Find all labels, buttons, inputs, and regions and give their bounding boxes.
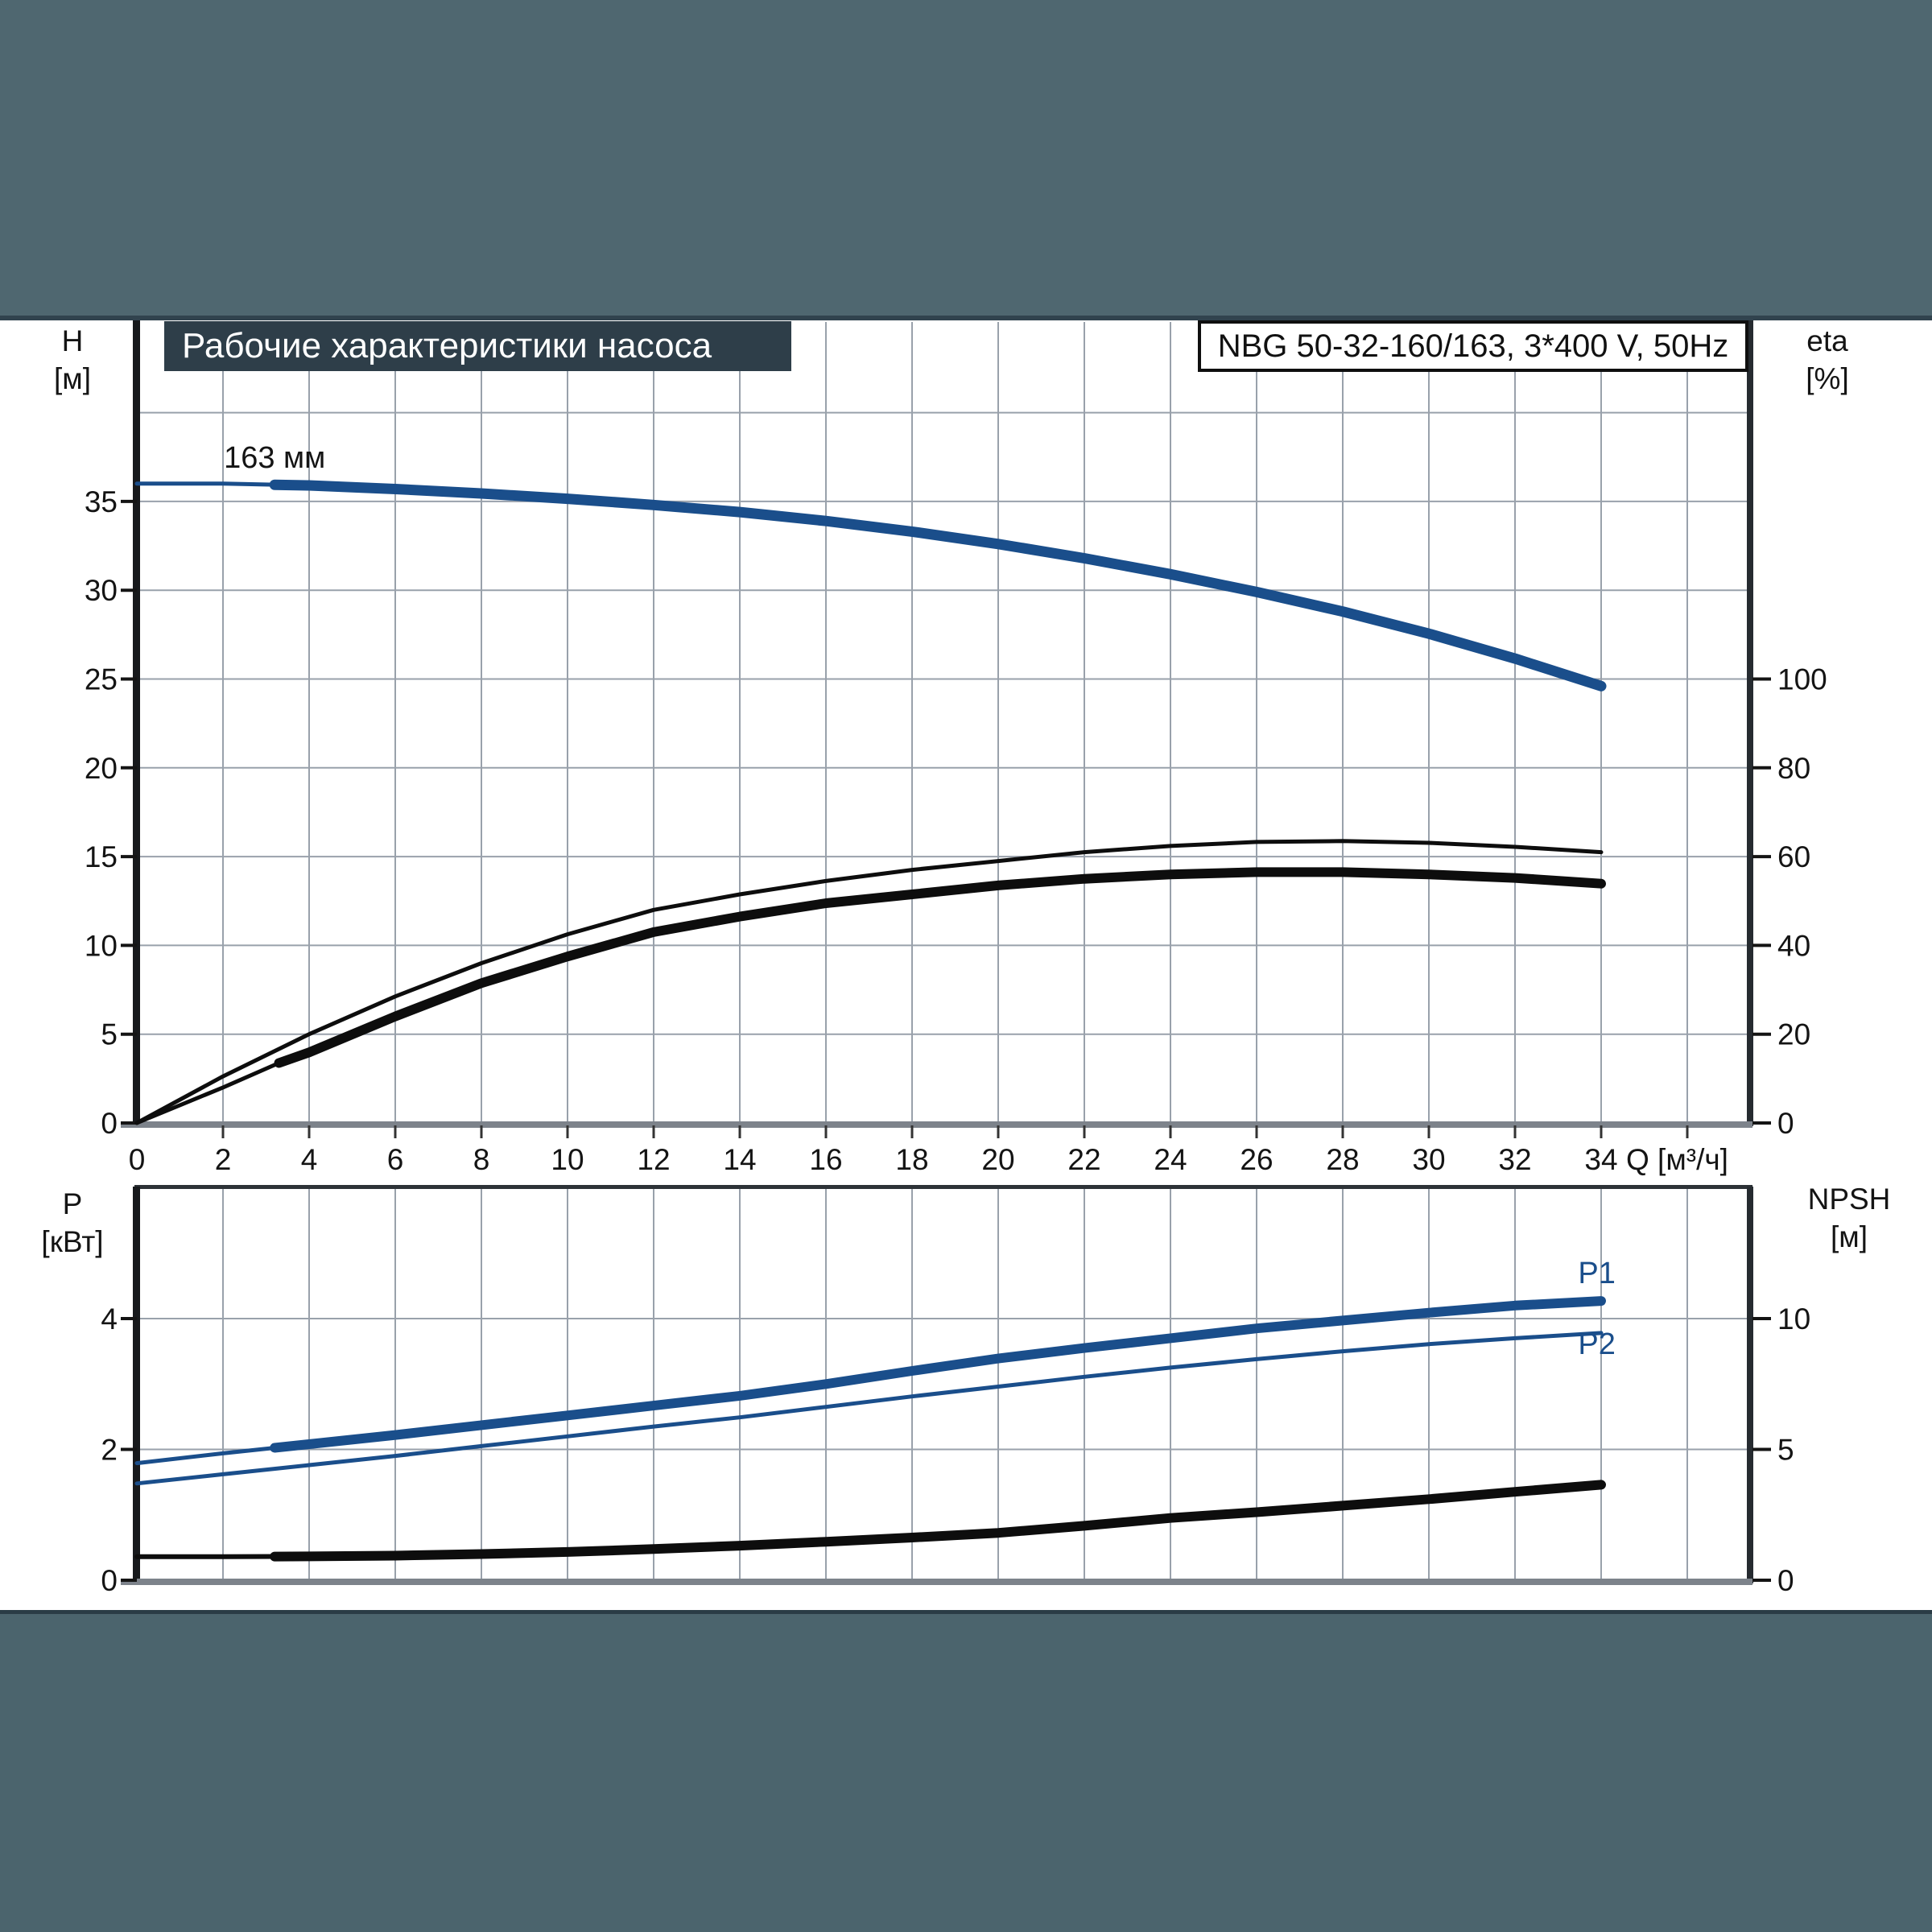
svg-text:8: 8 xyxy=(473,1143,490,1176)
p-axis-symbol: P xyxy=(62,1187,83,1220)
npsh-axis-unit-label: NPSH [м] xyxy=(1789,1180,1909,1256)
svg-text:20: 20 xyxy=(981,1143,1014,1176)
svg-text:0: 0 xyxy=(1777,1107,1794,1140)
svg-text:4: 4 xyxy=(301,1143,318,1176)
svg-text:12: 12 xyxy=(637,1143,670,1176)
top-slate-band xyxy=(0,0,1932,320)
svg-text:24: 24 xyxy=(1154,1143,1187,1176)
svg-text:20: 20 xyxy=(85,752,118,785)
svg-text:32: 32 xyxy=(1498,1143,1531,1176)
p-axis-unit-label: P [кВт] xyxy=(24,1185,121,1261)
svg-text:5: 5 xyxy=(1777,1434,1794,1467)
svg-text:60: 60 xyxy=(1777,840,1810,873)
curve-label-163-мм: 163 мм xyxy=(224,441,325,475)
svg-text:26: 26 xyxy=(1240,1143,1273,1176)
svg-text:14: 14 xyxy=(723,1143,756,1176)
svg-text:34: 34 xyxy=(1584,1143,1617,1176)
svg-text:22: 22 xyxy=(1067,1143,1100,1176)
bottom-slate-band xyxy=(0,1610,1932,1932)
svg-text:30: 30 xyxy=(1412,1143,1445,1176)
h-axis-unit-label: H [м] xyxy=(24,322,121,398)
svg-text:20: 20 xyxy=(1777,1018,1810,1051)
svg-text:18: 18 xyxy=(895,1143,928,1176)
svg-text:Q [м³/ч]: Q [м³/ч] xyxy=(1626,1143,1728,1176)
svg-text:80: 80 xyxy=(1777,752,1810,785)
h-axis-unit: [м] xyxy=(54,362,91,395)
svg-text:4: 4 xyxy=(101,1302,118,1335)
svg-text:15: 15 xyxy=(85,840,118,873)
npsh-axis-unit: [м] xyxy=(1831,1220,1868,1253)
eta-axis-unit: [%] xyxy=(1806,362,1849,395)
svg-text:16: 16 xyxy=(809,1143,842,1176)
svg-text:40: 40 xyxy=(1777,929,1810,962)
svg-text:0: 0 xyxy=(101,1107,118,1140)
curve-label-P1: P1 xyxy=(1578,1257,1615,1290)
pump-model-label: NBG 50-32-160/163, 3*400 V, 50Hz xyxy=(1217,328,1729,364)
svg-text:2: 2 xyxy=(101,1434,118,1467)
npsh-axis-symbol: NPSH xyxy=(1807,1183,1891,1216)
pump-model-box: NBG 50-32-160/163, 3*400 V, 50Hz xyxy=(1198,320,1748,372)
curve-label-P2: P2 xyxy=(1578,1327,1615,1361)
svg-text:0: 0 xyxy=(101,1564,118,1597)
svg-text:5: 5 xyxy=(101,1018,118,1051)
svg-text:0: 0 xyxy=(1777,1564,1794,1597)
p-axis-unit: [кВт] xyxy=(41,1225,104,1258)
eta-axis-unit-label: eta [%] xyxy=(1775,322,1880,398)
svg-text:30: 30 xyxy=(85,574,118,607)
eta-axis-symbol: eta xyxy=(1806,324,1848,357)
svg-text:10: 10 xyxy=(85,929,118,962)
svg-text:28: 28 xyxy=(1326,1143,1359,1176)
chart-title-box: Рабочие характеристики насоса xyxy=(164,321,791,371)
svg-text:6: 6 xyxy=(387,1143,404,1176)
h-axis-symbol: H xyxy=(61,324,84,357)
svg-text:0: 0 xyxy=(129,1143,146,1176)
svg-text:25: 25 xyxy=(85,663,118,696)
svg-text:2: 2 xyxy=(215,1143,232,1176)
svg-text:35: 35 xyxy=(85,485,118,518)
svg-text:100: 100 xyxy=(1777,663,1827,696)
chart-title: Рабочие характеристики насоса xyxy=(182,326,712,365)
svg-text:10: 10 xyxy=(1777,1302,1810,1335)
svg-text:10: 10 xyxy=(551,1143,584,1176)
